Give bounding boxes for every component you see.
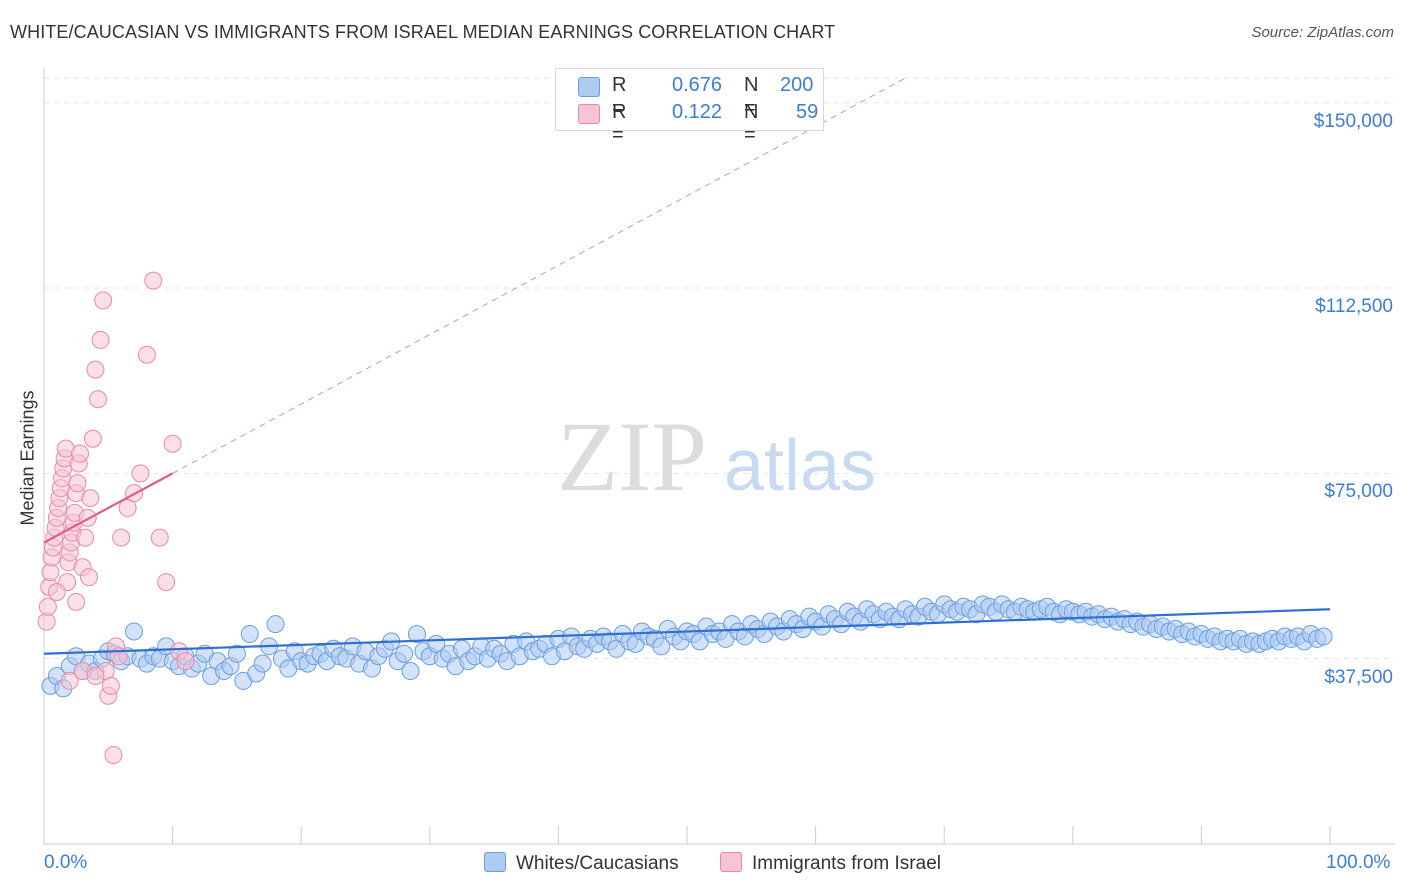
- data-point-israel: [68, 474, 87, 493]
- data-point-israel: [101, 676, 120, 695]
- data-point-israel: [38, 597, 57, 616]
- data-point-israel: [81, 489, 100, 508]
- trendline-israel: [43, 472, 174, 544]
- data-point-whites: [253, 654, 272, 673]
- data-point-israel: [86, 360, 105, 379]
- bottom-legend-israel: Immigrants from Israel: [720, 852, 941, 875]
- x-tick-label-max: 100.0%: [1326, 852, 1391, 873]
- y-tick-label: $37,500: [1324, 666, 1393, 688]
- bottom-legend-swatch-blue: [484, 852, 506, 872]
- data-point-israel: [67, 592, 86, 611]
- data-point-israel: [112, 528, 131, 547]
- legend-r-label: R =: [612, 101, 627, 146]
- trendline-whites: [43, 608, 1331, 655]
- data-point-israel: [137, 345, 156, 364]
- legend-n-label: N =: [744, 101, 759, 146]
- legend-swatch-pink: [578, 104, 600, 124]
- data-point-israel: [83, 429, 102, 448]
- y-tick-label: $112,500: [1315, 296, 1393, 318]
- legend-n-label: N =: [744, 74, 759, 119]
- data-point-israel: [176, 652, 195, 671]
- legend-n-value: 200: [780, 74, 814, 96]
- legend-n-value: 59: [796, 101, 819, 123]
- bottom-legend-whites: Whites/Caucasians: [484, 852, 679, 875]
- data-point-israel: [150, 528, 169, 547]
- data-point-whites: [1314, 627, 1333, 646]
- data-point-whites: [395, 644, 414, 663]
- legend-r-label: R =: [612, 74, 627, 119]
- bottom-legend-label: Immigrants from Israel: [752, 853, 941, 874]
- data-point-whites: [125, 622, 144, 641]
- data-point-israel: [47, 582, 66, 601]
- data-point-whites: [227, 644, 246, 663]
- y-axis-label: Median Earnings: [17, 390, 38, 526]
- legend-r-value: 0.676: [672, 74, 723, 96]
- data-point-israel: [157, 573, 176, 592]
- data-point-israel: [94, 291, 113, 310]
- data-point-israel: [91, 330, 110, 349]
- y-tick-label: $150,000: [1313, 110, 1393, 132]
- data-point-israel: [60, 671, 79, 690]
- data-point-israel: [89, 390, 108, 409]
- data-point-israel: [71, 444, 90, 463]
- watermark-atlas: atlas: [724, 426, 876, 506]
- legend-r-value: 0.122: [672, 101, 723, 123]
- chart-title: WHITE/CAUCASIAN VS IMMIGRANTS FROM ISRAE…: [10, 22, 836, 42]
- trendline-israel-extension: [172, 77, 906, 474]
- data-point-israel: [118, 498, 137, 517]
- data-point-israel: [80, 568, 99, 587]
- watermark-zip: ZIP: [557, 401, 707, 512]
- bottom-legend-label: Whites/Caucasians: [516, 853, 679, 874]
- x-tick-label-min: 0.0%: [44, 852, 88, 873]
- data-point-israel: [144, 271, 163, 290]
- data-point-israel: [163, 434, 182, 453]
- data-point-israel: [104, 746, 123, 765]
- data-point-whites: [266, 615, 285, 634]
- legend-swatch-blue: [578, 77, 600, 97]
- bottom-legend-swatch-pink: [720, 852, 742, 872]
- correlation-legend: R = 0.676 N = 200 R = 0.122 N = 59: [555, 68, 824, 146]
- data-point-israel: [131, 464, 150, 483]
- data-point-israel: [76, 528, 95, 547]
- source-label: Source: ZipAtlas.com: [1251, 24, 1394, 41]
- data-point-israel: [86, 666, 105, 685]
- y-tick-label: $75,000: [1324, 481, 1393, 503]
- data-point-whites: [240, 624, 259, 643]
- data-point-whites: [407, 624, 426, 643]
- data-point-whites: [652, 637, 671, 656]
- data-point-whites: [401, 662, 420, 681]
